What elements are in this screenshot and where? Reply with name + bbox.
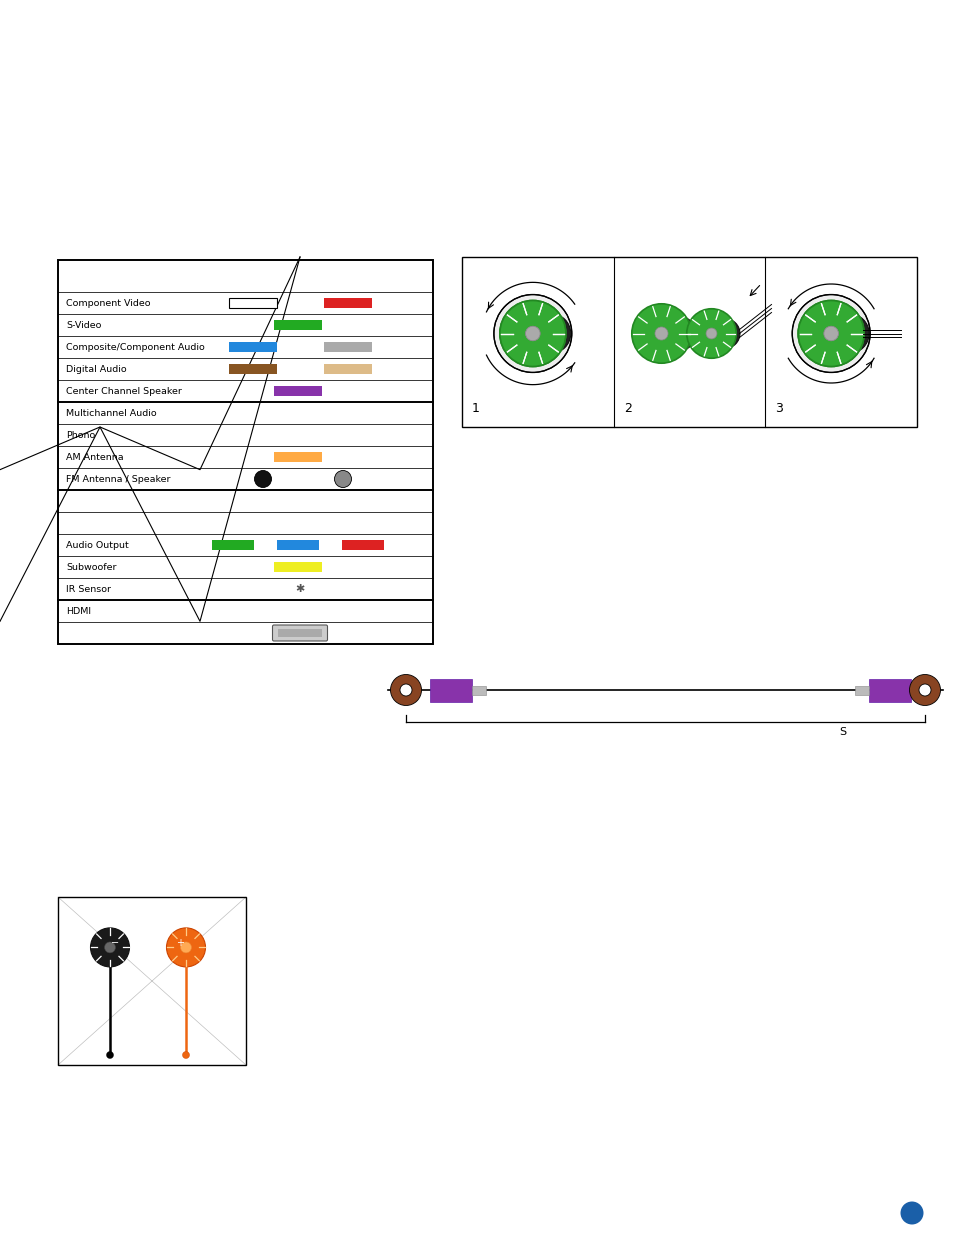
- Circle shape: [182, 1051, 190, 1058]
- Text: Audio Output: Audio Output: [66, 541, 129, 550]
- Circle shape: [908, 674, 940, 705]
- Bar: [274, 452, 322, 462]
- Text: −: −: [112, 939, 119, 948]
- Text: ✱: ✱: [295, 584, 304, 594]
- Circle shape: [335, 471, 351, 488]
- Bar: [277, 629, 322, 637]
- Circle shape: [791, 295, 869, 373]
- Bar: [324, 298, 372, 308]
- Circle shape: [105, 942, 115, 953]
- Bar: [324, 342, 372, 352]
- Bar: [854, 685, 868, 694]
- Bar: [229, 298, 276, 308]
- Bar: [58, 261, 433, 643]
- Bar: [868, 678, 910, 701]
- Text: Multichannel Audio: Multichannel Audio: [66, 409, 156, 417]
- Bar: [430, 678, 472, 701]
- Circle shape: [710, 319, 740, 348]
- Bar: [341, 540, 384, 550]
- Bar: [274, 387, 322, 396]
- Circle shape: [167, 927, 205, 967]
- Circle shape: [254, 471, 272, 488]
- Bar: [229, 342, 276, 352]
- Text: S-Video: S-Video: [66, 321, 101, 330]
- Bar: [461, 257, 916, 427]
- Bar: [274, 320, 322, 330]
- Circle shape: [107, 1051, 113, 1058]
- Text: S: S: [839, 727, 845, 737]
- Circle shape: [399, 684, 412, 697]
- Text: Center Channel Speaker: Center Channel Speaker: [66, 387, 182, 395]
- Circle shape: [798, 300, 863, 367]
- Bar: [274, 562, 322, 572]
- Circle shape: [499, 300, 565, 367]
- Text: +: +: [176, 939, 184, 948]
- Circle shape: [900, 1202, 923, 1224]
- Circle shape: [705, 329, 717, 338]
- Circle shape: [390, 674, 421, 705]
- Text: Phono: Phono: [66, 431, 95, 440]
- Text: IR Sensor: IR Sensor: [66, 584, 111, 594]
- FancyBboxPatch shape: [273, 625, 327, 641]
- Circle shape: [798, 300, 863, 367]
- Circle shape: [659, 316, 695, 351]
- Text: Composite/Component Audio: Composite/Component Audio: [66, 342, 205, 352]
- Circle shape: [631, 304, 691, 363]
- Circle shape: [686, 309, 736, 358]
- Circle shape: [525, 326, 539, 341]
- Text: 3: 3: [775, 403, 782, 415]
- Text: 2: 2: [623, 403, 631, 415]
- Circle shape: [499, 300, 565, 367]
- Circle shape: [655, 327, 667, 340]
- Text: HDMI: HDMI: [66, 606, 91, 615]
- Text: FM Antenna / Speaker: FM Antenna / Speaker: [66, 474, 171, 483]
- Bar: [229, 364, 276, 374]
- Bar: [324, 364, 372, 374]
- Text: 1: 1: [472, 403, 479, 415]
- Circle shape: [525, 326, 539, 341]
- Circle shape: [829, 314, 868, 353]
- Circle shape: [823, 326, 838, 341]
- Text: Component Video: Component Video: [66, 299, 151, 308]
- Bar: [212, 540, 253, 550]
- Text: Subwoofer: Subwoofer: [66, 562, 116, 572]
- Circle shape: [918, 684, 930, 697]
- Circle shape: [531, 314, 570, 353]
- Circle shape: [180, 942, 192, 953]
- Circle shape: [823, 326, 838, 341]
- Bar: [58, 897, 246, 1065]
- Bar: [276, 540, 318, 550]
- Circle shape: [494, 295, 571, 373]
- Bar: [472, 685, 485, 694]
- Text: Digital Audio: Digital Audio: [66, 364, 127, 373]
- Text: AM Antenna: AM Antenna: [66, 452, 124, 462]
- Circle shape: [91, 927, 130, 967]
